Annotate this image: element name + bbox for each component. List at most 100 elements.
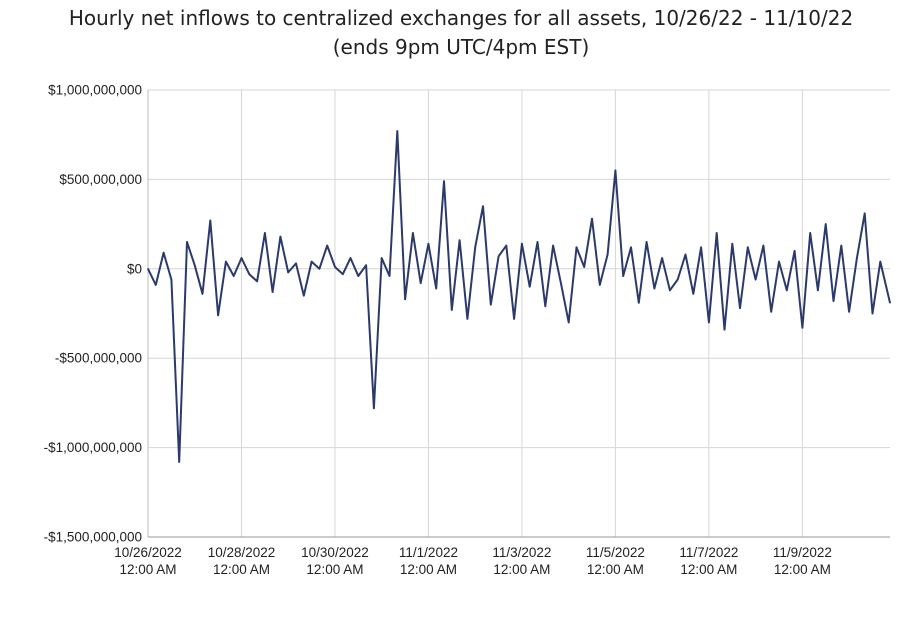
data-point xyxy=(809,232,811,234)
y-tick-label: -$1,000,000,000 xyxy=(44,440,142,455)
data-point xyxy=(162,251,165,254)
axes xyxy=(147,90,890,538)
y-axis-labels: $1,000,000,000 $500,000,000 $0 -$500,000,00… xyxy=(44,83,142,545)
x-tick-label: 10/26/2022 12:00 AM xyxy=(114,545,182,577)
data-point xyxy=(458,239,461,241)
gridlines xyxy=(148,89,890,537)
data-point xyxy=(341,273,344,275)
data-point xyxy=(583,266,586,268)
data-point xyxy=(653,287,656,290)
y-tick-label: -$500,000,000 xyxy=(55,351,142,366)
data-point xyxy=(832,300,835,302)
data-point xyxy=(404,298,406,300)
x-tick-label: 10/28/2022 12:00 AM xyxy=(208,545,276,577)
data-point xyxy=(622,275,624,277)
data-point xyxy=(606,253,609,256)
data-point xyxy=(396,130,399,132)
data-point xyxy=(661,257,663,259)
data-point xyxy=(567,321,570,324)
y-tick-label: -$1,500,000,000 xyxy=(44,530,142,545)
data-point xyxy=(209,219,212,222)
data-point xyxy=(357,275,360,277)
data-point xyxy=(614,169,617,172)
data-point xyxy=(645,241,648,243)
data-point xyxy=(889,301,891,304)
data-point xyxy=(419,282,422,284)
data-point xyxy=(599,284,601,286)
x-tick-label: 11/7/2022 12:00 AM xyxy=(679,545,738,577)
data-point xyxy=(201,293,204,295)
data-point xyxy=(778,260,780,263)
data-point xyxy=(443,180,445,182)
data-point xyxy=(715,232,718,234)
chart-title: Hourly net inflows to centralized exchan… xyxy=(0,4,922,62)
data-point xyxy=(388,275,391,277)
data-point xyxy=(279,235,282,238)
data-point xyxy=(637,301,640,304)
data-point xyxy=(669,289,671,292)
data-point xyxy=(536,241,539,243)
data-point xyxy=(303,294,305,297)
data-point xyxy=(497,255,500,258)
data-point xyxy=(310,260,313,263)
y-tick-label: $1,000,000,000 xyxy=(48,83,142,98)
data-point xyxy=(879,260,882,263)
data-point xyxy=(466,318,469,320)
data-point xyxy=(723,328,726,331)
data-point xyxy=(264,232,266,234)
data-point xyxy=(521,242,523,245)
data-point xyxy=(676,278,679,281)
x-tick-label: 11/5/2022 12:00 AM xyxy=(586,545,645,577)
data-point xyxy=(373,407,375,410)
data-point xyxy=(178,461,180,463)
data-point xyxy=(708,321,710,324)
data-point xyxy=(474,246,476,249)
data-point xyxy=(824,223,827,225)
data-point xyxy=(451,309,453,311)
data-point xyxy=(591,217,593,220)
data-point xyxy=(731,242,734,245)
data-point xyxy=(217,314,219,317)
data-point xyxy=(232,275,235,277)
data-point xyxy=(856,257,858,259)
data-point xyxy=(817,289,819,292)
data-point xyxy=(863,212,866,215)
data-point xyxy=(318,268,321,270)
data-point xyxy=(871,312,874,315)
data-point xyxy=(334,266,336,268)
data-point xyxy=(240,257,243,259)
chart-title-line1: Hourly net inflows to centralized exchan… xyxy=(68,6,854,30)
data-point xyxy=(747,246,749,249)
data-point xyxy=(248,273,251,275)
data-point xyxy=(256,280,258,283)
y-tick-label: $500,000,000 xyxy=(59,172,142,187)
x-tick-label: 10/30/2022 12:00 AM xyxy=(301,545,369,577)
data-point xyxy=(147,268,149,270)
data-point xyxy=(575,246,578,249)
data-point xyxy=(271,291,274,293)
data-point xyxy=(435,287,438,290)
data-point xyxy=(700,246,702,249)
data-point xyxy=(801,327,804,329)
data-point xyxy=(287,271,290,274)
data-point xyxy=(380,257,383,259)
data-point xyxy=(793,250,796,252)
chart-subtitle: (ends 9pm UTC/4pm EST) xyxy=(332,35,590,59)
data-point xyxy=(544,305,547,308)
data-point xyxy=(170,278,173,281)
data-point xyxy=(225,260,227,263)
series-line xyxy=(147,130,891,463)
data-point xyxy=(412,232,414,234)
data-point xyxy=(186,241,188,243)
data-point xyxy=(762,244,765,247)
data-point xyxy=(684,253,687,256)
data-point xyxy=(427,242,430,245)
data-point xyxy=(326,244,328,247)
data-point xyxy=(365,264,367,267)
data-point xyxy=(489,303,492,306)
data-point xyxy=(739,307,741,309)
data-point xyxy=(785,289,788,292)
data-point xyxy=(630,246,632,249)
data-point xyxy=(193,264,196,267)
